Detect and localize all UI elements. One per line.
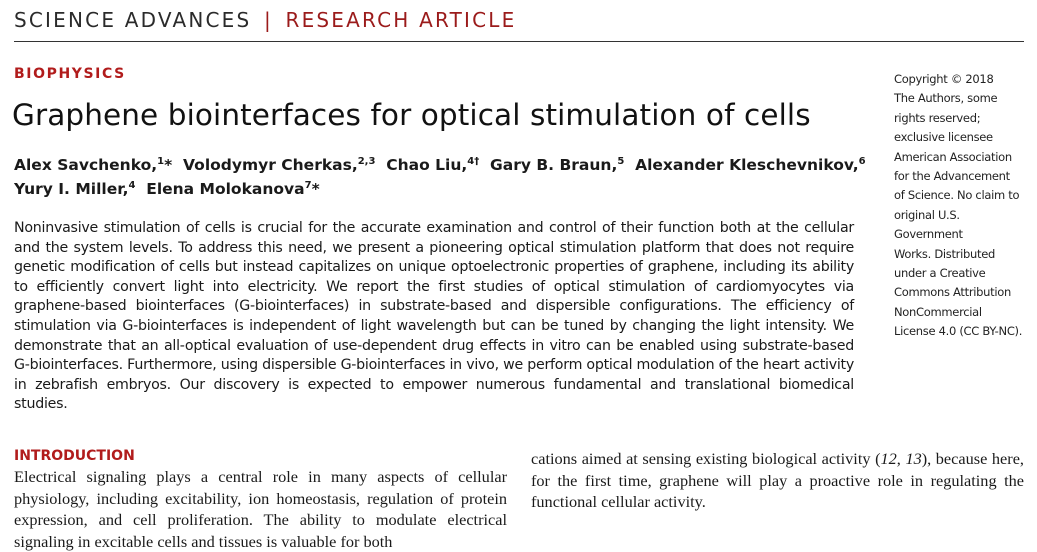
author-mark: * <box>311 180 320 198</box>
author-name: Elena Molokanova <box>146 180 305 198</box>
author-affiliation: 6 <box>858 155 866 167</box>
copyright-line: Works. Distributed <box>894 246 995 261</box>
intro-continuation-start: cations aimed at sensing existing biolog… <box>531 449 881 468</box>
header-rule <box>14 41 1024 42</box>
masthead-separator: | <box>263 8 273 32</box>
author-affiliation: 7 <box>304 179 312 191</box>
copyright-line: License 4.0 (CC BY-NC). <box>894 324 1023 339</box>
reference-separator: , <box>896 449 906 468</box>
author-list: Alex Savchenko,1* Volodymyr Cherkas,2,3 … <box>14 153 874 201</box>
body-column-left: Electrical signaling plays a central rol… <box>14 466 507 552</box>
section-label: BIOPHYSICS <box>14 66 126 82</box>
copyright-line: exclusive licensee <box>894 130 993 145</box>
intro-paragraph: Electrical signaling plays a central rol… <box>14 467 507 529</box>
reference-citation[interactable]: 12 <box>880 449 897 468</box>
journal-name: SCIENCE ADVANCES <box>14 8 252 32</box>
copyright-line: under a Creative <box>894 266 986 281</box>
journal-masthead: SCIENCE ADVANCES | RESEARCH ARTICLE <box>14 8 516 38</box>
author-mark: * <box>164 156 173 174</box>
author: Alex Savchenko,1* <box>14 156 183 174</box>
copyright-line: original U.S. Government <box>894 207 963 242</box>
reference-citation[interactable]: 13 <box>905 449 922 468</box>
author: Elena Molokanova7* <box>146 180 319 198</box>
intro-cutoff-line: signaling in excitable cells and tissues… <box>14 531 393 551</box>
copyright-line: NonCommercial <box>894 304 982 319</box>
author-name: Yury I. Miller, <box>14 180 129 198</box>
author-affiliation: 1 <box>157 155 165 167</box>
author-name: Chao Liu, <box>386 156 468 174</box>
copyright-line: for the Advancement <box>894 169 1010 184</box>
copyright-line: of Science. No claim to <box>894 188 1020 203</box>
article-type: RESEARCH ARTICLE <box>285 8 517 32</box>
copyright-line: Commons Attribution <box>894 285 1011 300</box>
article-title: Graphene biointerfaces for optical stimu… <box>12 98 811 132</box>
author-name: Alex Savchenko, <box>14 156 158 174</box>
author: Yury I. Miller,4 <box>14 180 146 198</box>
intro-continuation-end: ), because here, for the first time, gra… <box>531 449 1024 511</box>
abstract: Noninvasive stimulation of cells is cruc… <box>14 220 854 413</box>
author-affiliation: 4 <box>128 179 136 191</box>
author: Volodymyr Cherkas,2,3 <box>183 156 386 174</box>
author-affiliation: 5 <box>617 155 625 167</box>
body-column-right: cations aimed at sensing existing biolog… <box>531 448 1024 513</box>
author: Gary B. Braun,5 <box>490 156 635 174</box>
author-affiliation: 2,3 <box>357 155 376 167</box>
author: Alexander Kleschevnikov,6 <box>635 156 865 174</box>
copyright-line: The Authors, some <box>894 91 998 106</box>
author-name: Alexander Kleschevnikov, <box>635 156 859 174</box>
author-affiliation: 4† <box>467 155 480 167</box>
copyright-line: rights reserved; <box>894 110 981 125</box>
author-name: Gary B. Braun, <box>490 156 618 174</box>
author-name: Volodymyr Cherkas, <box>183 156 358 174</box>
copyright-line: American Association <box>894 149 1012 164</box>
introduction-heading: INTRODUCTION <box>14 448 135 464</box>
copyright-notice: Copyright © 2018 The Authors, some right… <box>894 70 1029 342</box>
copyright-line: Copyright © 2018 <box>894 72 994 86</box>
author: Chao Liu,4† <box>386 156 490 174</box>
